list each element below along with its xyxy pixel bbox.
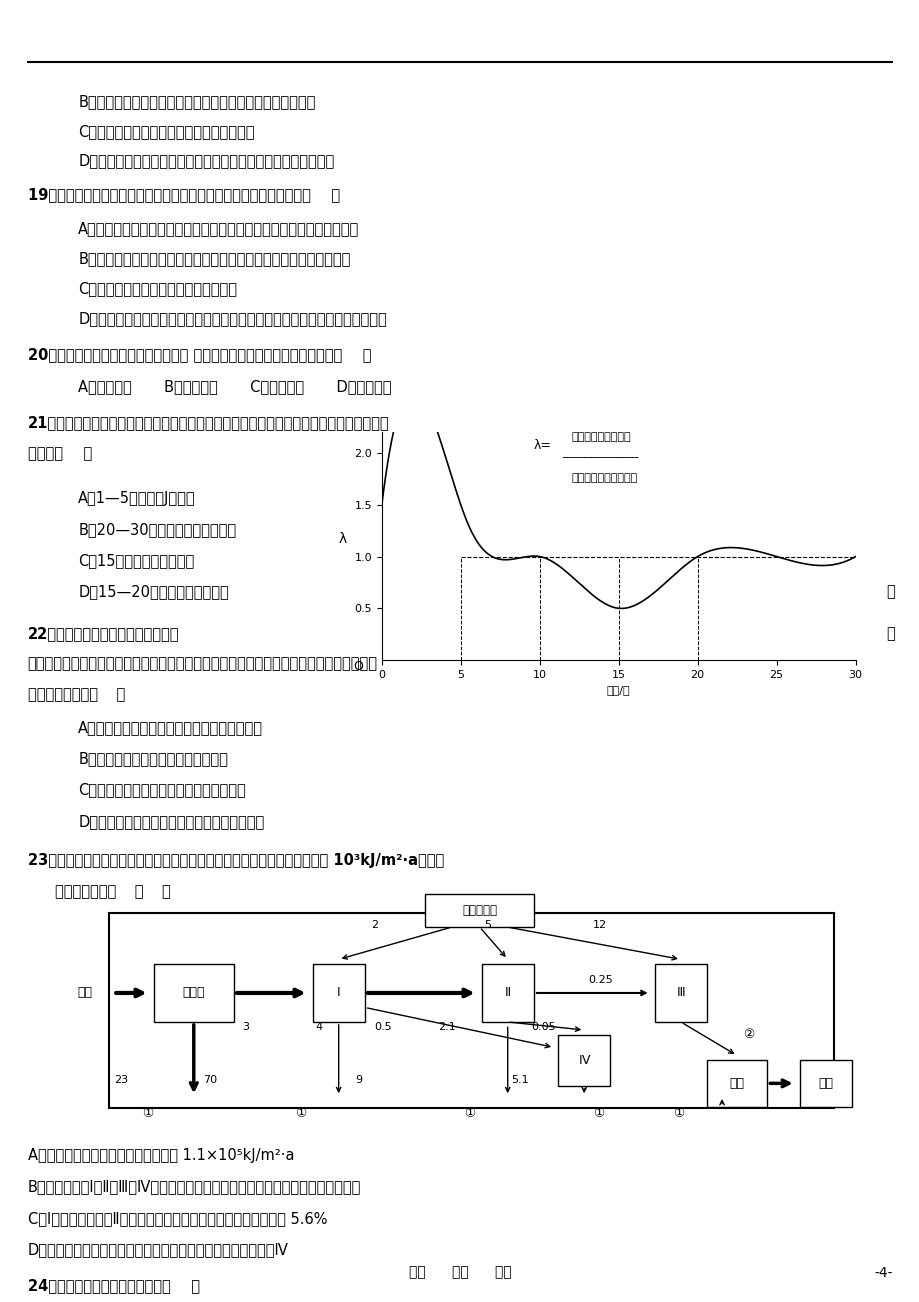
Text: 21．下图是调查小组同学从当地主管部门获得的某物种种群数量的变化图，据此不能得出的: 21．下图是调查小组同学从当地主管部门获得的某物种种群数量的变化图，据此不能得出… xyxy=(28,415,389,431)
Text: A．1—5年种群呢J型增长: A．1—5年种群呢J型增长 xyxy=(78,491,196,506)
Text: ①: ① xyxy=(673,1107,684,1120)
Text: 24．关于碳循环的说法错误的是（    ）: 24．关于碳循环的说法错误的是（ ） xyxy=(28,1279,199,1294)
Bar xyxy=(312,963,365,1022)
Text: 0.5: 0.5 xyxy=(374,1022,391,1031)
Text: ①: ① xyxy=(295,1107,306,1120)
Text: 23: 23 xyxy=(114,1075,129,1085)
Text: B．由生产者、Ⅰ、Ⅱ、Ⅲ、Ⅳ构成的捕食食物链中，能量流动是单向的、逐级递减的: B．由生产者、Ⅰ、Ⅱ、Ⅲ、Ⅳ构成的捕食食物链中，能量流动是单向的、逐级递减的 xyxy=(28,1180,360,1195)
Bar xyxy=(153,963,233,1022)
Text: 有不同的调节能力。与农田、草原、冻原等生态系统相比较。热带雨林的自我调节能力具有: 有不同的调节能力。与农田、草原、冻原等生态系统相比较。热带雨林的自我调节能力具有 xyxy=(28,656,377,672)
Text: 有机物输入: 有机物输入 xyxy=(461,904,496,917)
Text: D．15—20年间种群数量不断减: D．15—20年间种群数量不断减 xyxy=(78,585,229,600)
Text: B．20—30年之间种群增长率为零: B．20—30年之间种群增长率为零 xyxy=(78,522,236,538)
Text: 23．下图是某人工生态系统能量流动过程中部分环节涉及的能量值（单位为 10³kJ/m²·a）。下: 23．下图是某人工生态系统能量流动过程中部分环节涉及的能量值（单位为 10³kJ… xyxy=(28,853,443,868)
Text: 0.05: 0.05 xyxy=(531,1022,556,1031)
Text: 少: 少 xyxy=(885,585,894,600)
Text: 阳光: 阳光 xyxy=(77,987,92,1000)
Text: 3: 3 xyxy=(243,1022,249,1031)
Text: A．转基因生物进入自然界后不会与野生物种杂交而威胁其他生物的生存: A．转基因生物进入自然界后不会与野生物种杂交而威胁其他生物的生存 xyxy=(78,221,359,237)
Y-axis label: λ: λ xyxy=(339,533,347,547)
Text: 9: 9 xyxy=(355,1075,362,1085)
Text: 5.1: 5.1 xyxy=(510,1075,528,1085)
Text: 结论是（    ）: 结论是（ ） xyxy=(28,447,92,462)
Text: 5: 5 xyxy=(483,919,491,930)
Text: ②: ② xyxy=(743,1029,754,1042)
Text: 当年种群中个体数量: 当年种群中个体数量 xyxy=(571,432,630,443)
Text: C．Ⅰ为第一营养级，Ⅱ为第二营养级，两者这间的能量传递效率是 5.6%: C．Ⅰ为第一营养级，Ⅱ为第二营养级，两者这间的能量传递效率是 5.6% xyxy=(28,1211,327,1226)
Text: B．运用重组基因技术可以将致病菌或病毒改造成威力巨大的生物武器: B．运用重组基因技术可以将致病菌或病毒改造成威力巨大的生物武器 xyxy=(78,251,350,267)
Text: D．转基因生物合成的某些新的蛋白质有可能成为某些人的过敏源或者引起中毒: D．转基因生物合成的某些新的蛋白质有可能成为某些人的过敏源或者引起中毒 xyxy=(78,311,387,327)
Text: 4: 4 xyxy=(314,1022,322,1031)
Text: 12: 12 xyxy=(593,919,607,930)
Bar xyxy=(425,894,533,927)
Text: 70: 70 xyxy=(202,1075,217,1085)
Text: 具: 具 xyxy=(885,626,894,642)
Text: A．该生态系统生产者固定的总能量是 1.1×10⁵kJ/m²·a: A．该生态系统生产者固定的总能量是 1.1×10⁵kJ/m²·a xyxy=(28,1148,294,1164)
Text: 列叙述正确的是    （    ）: 列叙述正确的是 （ ） xyxy=(55,884,171,900)
Text: C．抗抗外界干扰能力强，自我恢复能力弱: C．抗抗外界干扰能力强，自我恢复能力弱 xyxy=(78,783,245,798)
Text: ─────────────: ───────────── xyxy=(562,453,638,462)
Text: C．动物的生长激素基因转入植物后不能表达: C．动物的生长激素基因转入植物后不能表达 xyxy=(78,124,255,139)
Text: ①: ① xyxy=(142,1107,153,1120)
Text: 22．地球上各种不同类型的生态系统: 22．地球上各种不同类型的生态系统 xyxy=(28,626,179,642)
Text: C．15年时种群的数量最少: C．15年时种群的数量最少 xyxy=(78,553,194,569)
Text: Ⅰ: Ⅰ xyxy=(336,987,340,1000)
Text: Ⅲ: Ⅲ xyxy=(675,987,685,1000)
Text: 一年前种群中个体数量: 一年前种群中个体数量 xyxy=(571,474,637,483)
Text: 生产者: 生产者 xyxy=(182,987,205,1000)
Text: 贮存: 贮存 xyxy=(729,1077,743,1090)
Text: D．在生物圈中，除了全部的微生物，一些腐生动物也属于类群Ⅳ: D．在生物圈中，除了全部的微生物，一些腐生动物也属于类群Ⅳ xyxy=(28,1242,289,1258)
Text: A．种群数量调节能力强，抗抗外界干扰能力弱: A．种群数量调节能力强，抗抗外界干扰能力弱 xyxy=(78,720,263,736)
Bar xyxy=(558,1035,609,1086)
Text: ①: ① xyxy=(593,1107,604,1120)
Text: C．我国的政策是禁止进行生殖性克隆人: C．我国的政策是禁止进行生殖性克隆人 xyxy=(78,281,237,297)
Text: B．能量流动速度快，物质循环速度慢: B．能量流动速度快，物质循环速度慢 xyxy=(78,751,228,767)
Text: 20．开展人口普查可以了解人口现状。 预测某地人口发展趋势的主要依据是（    ）: 20．开展人口普查可以了解人口现状。 预测某地人口发展趋势的主要依据是（ ） xyxy=(28,348,370,363)
Bar xyxy=(706,1060,766,1107)
Text: 0.25: 0.25 xyxy=(587,975,612,986)
Text: 2.1: 2.1 xyxy=(438,1022,456,1031)
Text: 用心      爱心      专心: 用心 爱心 专心 xyxy=(408,1266,511,1280)
Text: 输出: 输出 xyxy=(817,1077,833,1090)
Bar xyxy=(481,963,533,1022)
Bar xyxy=(109,913,833,1108)
Bar xyxy=(799,1060,851,1107)
Text: Ⅱ: Ⅱ xyxy=(505,987,510,1000)
Text: A．人口数量       B．人口密度       C．性别比例       D．年龄组成: A．人口数量 B．人口密度 C．性别比例 D．年龄组成 xyxy=(78,379,391,395)
Text: D．如转基因植物的外源基因来源于自然界，则不存在安全性问题: D．如转基因植物的外源基因来源于自然界，则不存在安全性问题 xyxy=(78,154,335,169)
Text: 19．下列关于生物技术的安全性和伦理问题的分析，不合理的观点是（    ）: 19．下列关于生物技术的安全性和伦理问题的分析，不合理的观点是（ ） xyxy=(28,187,339,203)
Text: Ⅳ: Ⅳ xyxy=(578,1053,589,1066)
Text: -4-: -4- xyxy=(873,1266,891,1280)
Text: B．转抗虫基因的植物．不会导致昆虫群体抗性基因频率增加: B．转抗虫基因的植物．不会导致昆虫群体抗性基因频率增加 xyxy=(78,94,315,109)
Text: 以下哪一组特点（    ）: 以下哪一组特点（ ） xyxy=(28,687,125,703)
Bar xyxy=(654,963,706,1022)
Text: 2: 2 xyxy=(371,919,378,930)
X-axis label: 时间/年: 时间/年 xyxy=(607,685,630,695)
Text: ①: ① xyxy=(464,1107,475,1120)
Text: D．分解者的分解能力弱，生产者的生产能力强: D．分解者的分解能力弱，生产者的生产能力强 xyxy=(78,814,264,829)
Text: λ=: λ= xyxy=(533,439,550,452)
Text: O: O xyxy=(353,660,363,673)
